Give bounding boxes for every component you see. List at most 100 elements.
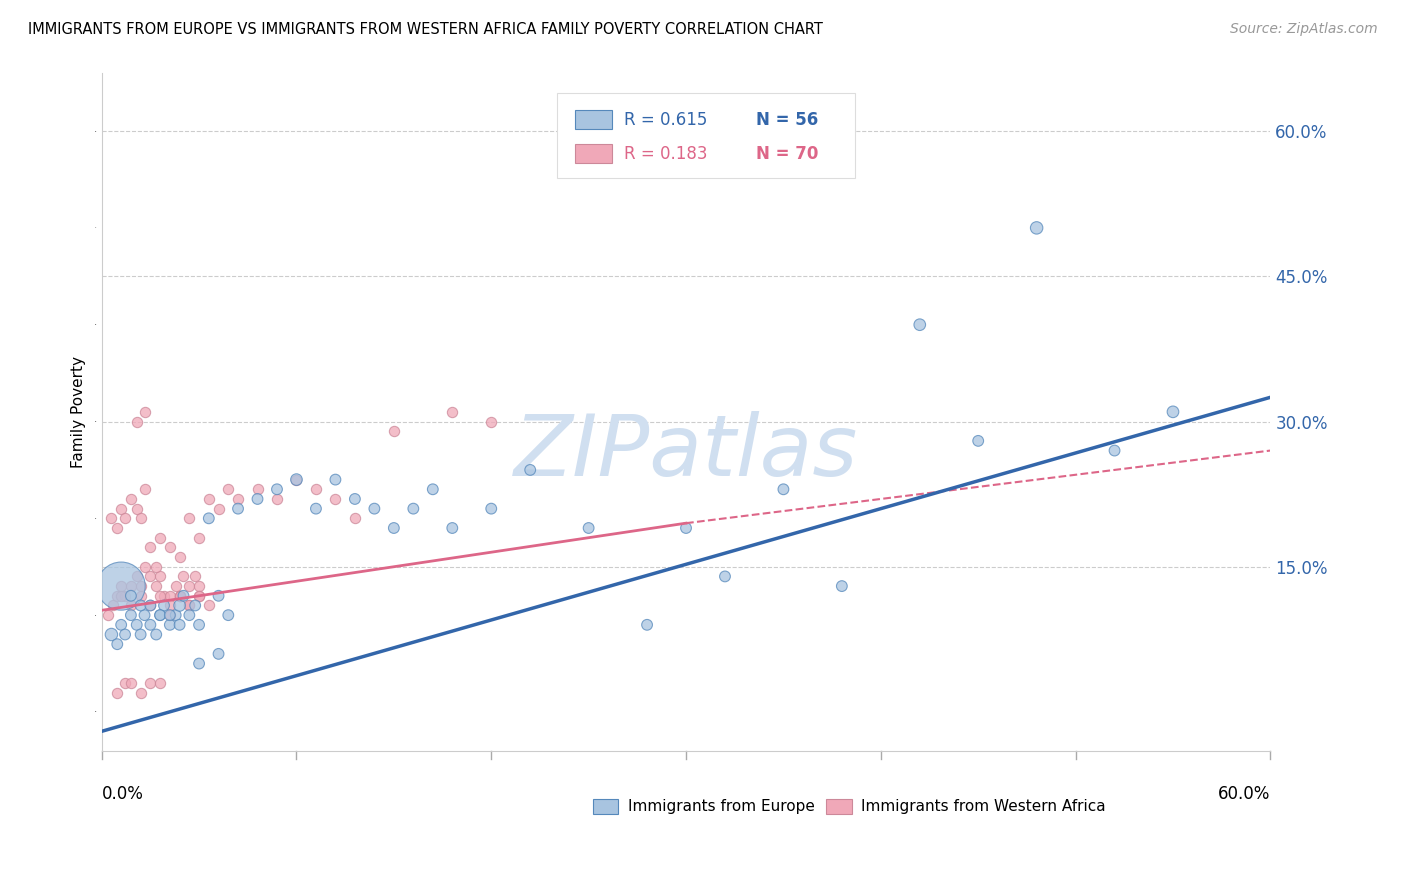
Point — [110, 579, 132, 593]
Point — [198, 511, 221, 525]
Point — [266, 491, 288, 506]
Point — [120, 599, 142, 613]
Point — [173, 589, 195, 603]
Point — [159, 599, 181, 613]
Point — [188, 531, 211, 545]
Point — [325, 473, 347, 487]
Point — [1161, 405, 1184, 419]
Point — [1104, 443, 1126, 458]
Point — [120, 589, 142, 603]
FancyBboxPatch shape — [575, 111, 613, 129]
Point — [129, 599, 152, 613]
Point — [179, 608, 201, 623]
Text: IMMIGRANTS FROM EUROPE VS IMMIGRANTS FROM WESTERN AFRICA FAMILY POVERTY CORRELAT: IMMIGRANTS FROM EUROPE VS IMMIGRANTS FRO… — [28, 22, 823, 37]
Point — [908, 318, 931, 332]
Point — [169, 589, 191, 603]
Point — [1025, 220, 1047, 235]
Point — [159, 589, 181, 603]
Text: R = 0.183: R = 0.183 — [624, 145, 707, 162]
Point — [145, 627, 167, 641]
Point — [134, 559, 156, 574]
Point — [159, 608, 181, 623]
Point — [184, 599, 207, 613]
Point — [149, 589, 172, 603]
Point — [159, 608, 181, 623]
Point — [100, 627, 122, 641]
Point — [173, 569, 195, 583]
Point — [129, 579, 152, 593]
Point — [169, 589, 191, 603]
Point — [169, 617, 191, 632]
Point — [636, 617, 658, 632]
Point — [188, 617, 211, 632]
FancyBboxPatch shape — [557, 94, 855, 178]
Point — [110, 501, 132, 516]
Point — [246, 491, 269, 506]
Point — [169, 599, 191, 613]
Point — [831, 579, 853, 593]
Point — [165, 579, 187, 593]
Point — [184, 569, 207, 583]
Text: N = 56: N = 56 — [756, 111, 818, 128]
Point — [188, 657, 211, 671]
Point — [772, 483, 794, 497]
Point — [285, 473, 308, 487]
Point — [139, 599, 162, 613]
Text: ZIPatlas: ZIPatlas — [515, 411, 858, 494]
Text: N = 70: N = 70 — [756, 145, 818, 162]
Point — [188, 589, 211, 603]
Point — [578, 521, 600, 535]
Point — [149, 569, 172, 583]
Text: Source: ZipAtlas.com: Source: ZipAtlas.com — [1230, 22, 1378, 37]
Point — [103, 599, 125, 613]
Point — [105, 685, 128, 699]
Point — [246, 483, 269, 497]
Point — [129, 589, 152, 603]
Text: 0.0%: 0.0% — [101, 785, 143, 803]
Point — [105, 521, 128, 535]
Point — [120, 608, 142, 623]
Point — [134, 405, 156, 419]
Point — [145, 559, 167, 574]
Point — [120, 491, 142, 506]
Point — [207, 647, 229, 661]
Point — [105, 589, 128, 603]
Point — [226, 491, 249, 506]
Point — [139, 599, 162, 613]
Point — [159, 541, 181, 555]
Point — [266, 483, 288, 497]
Point — [207, 501, 229, 516]
Point — [343, 511, 366, 525]
Point — [153, 589, 176, 603]
Point — [125, 501, 148, 516]
Text: 60.0%: 60.0% — [1218, 785, 1271, 803]
FancyBboxPatch shape — [592, 799, 619, 814]
Point — [110, 617, 132, 632]
Point — [125, 569, 148, 583]
Text: Immigrants from Western Africa: Immigrants from Western Africa — [862, 798, 1107, 814]
Point — [110, 589, 132, 603]
Point — [139, 541, 162, 555]
Point — [179, 599, 201, 613]
Point — [125, 617, 148, 632]
Point — [207, 589, 229, 603]
Point — [169, 589, 191, 603]
Point — [125, 415, 148, 429]
Point — [139, 676, 162, 690]
FancyBboxPatch shape — [575, 145, 613, 163]
Point — [305, 501, 328, 516]
Point — [188, 589, 211, 603]
Point — [120, 579, 142, 593]
Point — [479, 501, 502, 516]
Point — [149, 608, 172, 623]
Point — [134, 608, 156, 623]
Point — [139, 617, 162, 632]
Point — [129, 685, 152, 699]
Text: Immigrants from Europe: Immigrants from Europe — [627, 798, 814, 814]
Point — [217, 608, 239, 623]
Point — [114, 589, 136, 603]
Point — [145, 579, 167, 593]
Text: R = 0.615: R = 0.615 — [624, 111, 707, 128]
Point — [441, 405, 464, 419]
Point — [129, 511, 152, 525]
